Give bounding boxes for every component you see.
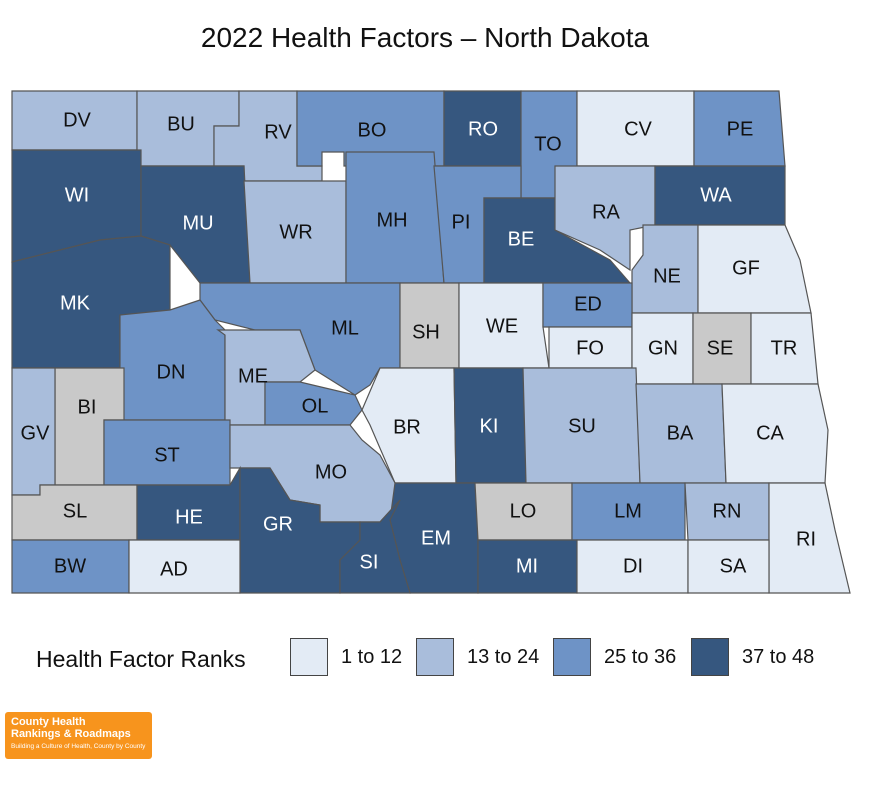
county-label-bo: BO xyxy=(358,119,387,141)
legend-swatch-37-to-48 xyxy=(691,638,729,676)
county-ca xyxy=(721,383,829,484)
county-label-dv: DV xyxy=(63,109,91,131)
county-label-ne: NE xyxy=(653,265,681,287)
county-label-ed: ED xyxy=(574,293,602,315)
county-ad xyxy=(128,539,241,594)
county-label-em: EM xyxy=(421,527,451,549)
county-label-ad: AD xyxy=(160,558,188,580)
county-label-tr: TR xyxy=(771,337,798,359)
legend-swatch-25-to-36 xyxy=(553,638,591,676)
county-label-bw: BW xyxy=(54,555,86,577)
map-title: 2022 Health Factors – North Dakota xyxy=(200,22,650,53)
county-label-ro: RO xyxy=(468,118,498,140)
logo-line-1: County Health xyxy=(11,716,86,728)
county-label-wa: WA xyxy=(700,184,732,206)
county-label-rn: RN xyxy=(713,500,742,522)
county-label-cv: CV xyxy=(624,118,652,140)
choropleth-map: DV BU RV BO RO TO CV PE WI MU WR MH PI BE RA WA NE GF MK ML… xyxy=(11,90,851,594)
county-label-dn: DN xyxy=(157,361,186,383)
county-label-be: BE xyxy=(508,228,535,250)
county-label-sl: SL xyxy=(63,500,87,522)
legend-label-25-to-36: 25 to 36 xyxy=(604,646,677,668)
county-label-sh: SH xyxy=(412,321,440,343)
county-label-mu: MU xyxy=(182,212,213,234)
county-label-ri: RI xyxy=(796,528,816,550)
county-label-ra: RA xyxy=(592,201,620,223)
county-label-we: WE xyxy=(486,315,518,337)
county-label-se: SE xyxy=(707,337,734,359)
county-label-bi: BI xyxy=(78,396,97,418)
county-label-gf: GF xyxy=(732,257,760,279)
county-label-st: ST xyxy=(154,444,180,466)
county-sa xyxy=(687,539,770,594)
county-label-me: ME xyxy=(238,365,268,387)
county-label-sa: SA xyxy=(720,555,747,577)
logo-tagline: Building a Culture of Health, County by … xyxy=(11,743,146,750)
county-label-wi: WI xyxy=(65,184,89,206)
county-label-to: TO xyxy=(534,133,561,155)
logo-line-2: Rankings & Roadmaps xyxy=(11,728,131,740)
county-label-br: BR xyxy=(393,416,421,438)
legend-label-1-to-12: 1 to 12 xyxy=(341,646,403,668)
county-label-di: DI xyxy=(623,555,643,577)
county-label-ba: BA xyxy=(667,422,694,444)
county-si xyxy=(339,499,411,594)
county-label-su: SU xyxy=(568,415,596,437)
legend-swatch-13-to-24 xyxy=(416,638,454,676)
county-label-pi: PI xyxy=(452,211,471,233)
county-label-mk: MK xyxy=(60,292,91,314)
county-label-gv: GV xyxy=(21,422,51,444)
legend-label-13-to-24: 13 to 24 xyxy=(467,646,540,668)
county-label-mo: MO xyxy=(315,461,347,483)
county-label-gn: GN xyxy=(648,337,678,359)
county-label-ml: ML xyxy=(331,317,359,339)
county-we xyxy=(458,282,550,369)
county-label-mh: MH xyxy=(376,209,407,231)
county-label-ki: KI xyxy=(480,415,499,437)
county-label-ca: CA xyxy=(756,422,784,444)
county-gf xyxy=(697,224,812,314)
county-label-fo: FO xyxy=(576,337,604,359)
legend-swatch-1-to-12 xyxy=(290,638,328,676)
county-label-si: SI xyxy=(360,551,379,573)
county-label-mi: MI xyxy=(516,555,538,577)
county-label-bu: BU xyxy=(167,113,195,135)
county-health-rankings-logo: County Health Rankings & Roadmaps Buildi… xyxy=(5,712,152,759)
county-label-wr: WR xyxy=(279,221,312,243)
county-label-pe: PE xyxy=(727,118,754,140)
county-label-rv: RV xyxy=(264,121,292,143)
legend-label-37-to-48: 37 to 48 xyxy=(742,646,815,668)
county-label-gr: GR xyxy=(263,513,293,535)
legend-title: Health Factor Ranks xyxy=(36,646,246,672)
county-label-lm: LM xyxy=(614,500,642,522)
county-label-ol: OL xyxy=(302,395,329,417)
county-label-he: HE xyxy=(175,506,203,528)
county-label-lo: LO xyxy=(510,500,537,522)
